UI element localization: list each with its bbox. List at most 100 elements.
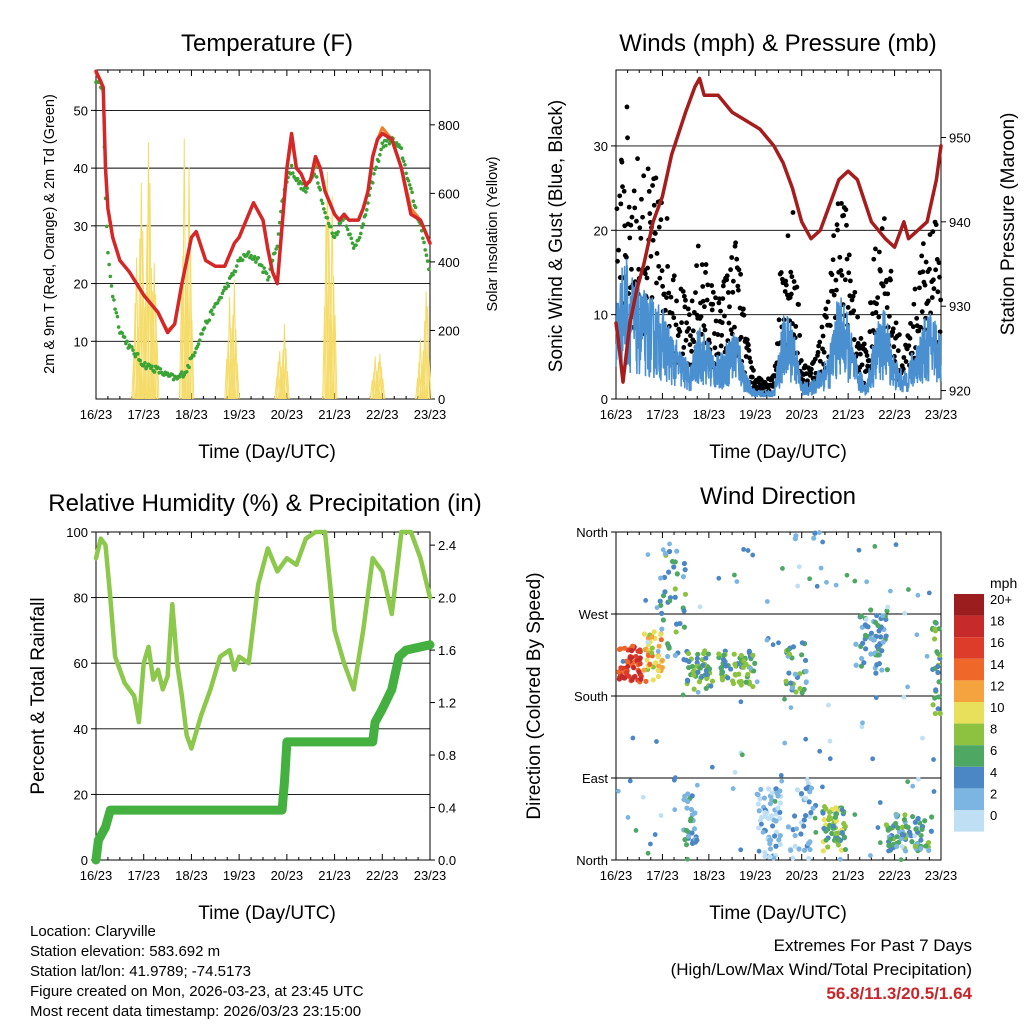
direction-point	[660, 547, 666, 553]
direction-point	[620, 659, 626, 664]
gust-point	[776, 317, 782, 323]
location-text: Location: Claryville	[30, 923, 156, 940]
direction-point	[652, 832, 658, 837]
direction-point	[792, 843, 798, 849]
direction-point	[658, 575, 664, 581]
dewpoint-point	[165, 371, 170, 376]
direction-point	[779, 778, 785, 784]
dewpoint-point	[399, 146, 404, 151]
gust-point	[681, 345, 687, 350]
direction-point	[792, 671, 798, 677]
dewpoint-point	[295, 176, 300, 181]
direction-point	[731, 572, 737, 578]
solar-spike	[233, 329, 239, 400]
direction-point	[801, 847, 808, 853]
gust-point	[615, 258, 620, 264]
direction-point	[833, 830, 839, 837]
gust-point	[788, 269, 794, 275]
gust-point	[669, 310, 675, 316]
gust-point	[747, 355, 752, 361]
direction-point	[719, 675, 725, 681]
direction-point	[922, 818, 928, 824]
y-tick-label: 30	[594, 139, 608, 154]
direction-point	[751, 668, 757, 674]
dewpoint-point	[336, 230, 340, 234]
direction-point	[788, 847, 794, 853]
direction-point	[654, 739, 659, 744]
gust-point	[663, 307, 668, 313]
x-tick-label: 23/23	[414, 407, 447, 422]
direction-point	[680, 692, 686, 698]
gust-point	[876, 249, 882, 255]
latest-text: Most recent data timestamp: 2026/03/23 2…	[30, 1003, 362, 1020]
gust-point	[741, 312, 747, 318]
direction-point	[858, 655, 865, 662]
direction-point	[885, 604, 891, 610]
gust-point	[691, 339, 697, 345]
direction-point	[658, 602, 664, 608]
direction-point	[878, 634, 884, 640]
wind-direction-ylabel: Direction (Colored By Speed)	[524, 572, 545, 819]
direction-point	[682, 567, 688, 573]
x-tick-label: 18/23	[175, 868, 208, 883]
legend-label: 0	[990, 808, 997, 823]
gust-point	[641, 173, 647, 179]
gust-point	[698, 314, 704, 319]
gust-point	[695, 243, 701, 249]
gust-point	[937, 274, 942, 280]
gust-point	[617, 193, 623, 199]
direction-point	[810, 805, 816, 811]
gust-point	[732, 324, 737, 330]
dewpoint-point	[110, 294, 115, 299]
direction-point	[852, 578, 858, 584]
direction-point	[697, 665, 703, 671]
direction-point	[778, 773, 784, 778]
direction-point	[645, 552, 651, 558]
legend-swatch	[954, 702, 984, 724]
dewpoint-point	[422, 240, 426, 245]
gust-point	[674, 298, 679, 304]
solar-spike	[332, 315, 338, 400]
direction-point	[723, 663, 729, 669]
direction-point	[680, 574, 686, 580]
direction-point	[838, 847, 845, 853]
direction-point	[880, 639, 886, 645]
direction-point	[738, 652, 744, 659]
legend-label: 20+	[990, 592, 1012, 607]
dewpoint-point	[332, 235, 337, 239]
direction-point	[801, 686, 807, 692]
gust-point	[844, 256, 850, 262]
direction-point	[674, 548, 680, 554]
direction-point	[709, 678, 716, 684]
direction-point	[685, 650, 692, 657]
direction-point	[640, 794, 646, 800]
dewpoint-point	[413, 205, 418, 210]
dewpoint-point	[360, 225, 364, 230]
gust-point	[619, 159, 625, 165]
direction-point	[793, 689, 799, 695]
direction-point	[641, 667, 647, 673]
dewpoint-point	[120, 331, 125, 335]
x-tick-label: 20/23	[271, 407, 304, 422]
gust-point	[933, 267, 939, 273]
gust-point	[637, 225, 643, 231]
direction-point	[636, 669, 642, 675]
gust-point	[626, 204, 632, 210]
gust-point	[681, 293, 687, 299]
solar-spike	[283, 348, 289, 400]
x-tick-label: 23/23	[414, 868, 447, 883]
direction-point	[666, 548, 673, 555]
latlon-text: Station lat/lon: 41.9789; -74.5173	[30, 963, 252, 980]
solar-spike	[380, 378, 386, 400]
direction-point	[825, 844, 831, 850]
dewpoint-point	[219, 295, 224, 300]
dewpoint-point	[225, 281, 230, 286]
direction-point	[877, 840, 883, 846]
gust-point	[658, 217, 664, 223]
direction-point	[931, 757, 936, 762]
gust-point	[812, 356, 818, 362]
direction-point	[758, 786, 764, 793]
gust-point	[833, 277, 839, 283]
gust-point	[687, 342, 693, 348]
y-tick-label: 20	[74, 277, 88, 292]
